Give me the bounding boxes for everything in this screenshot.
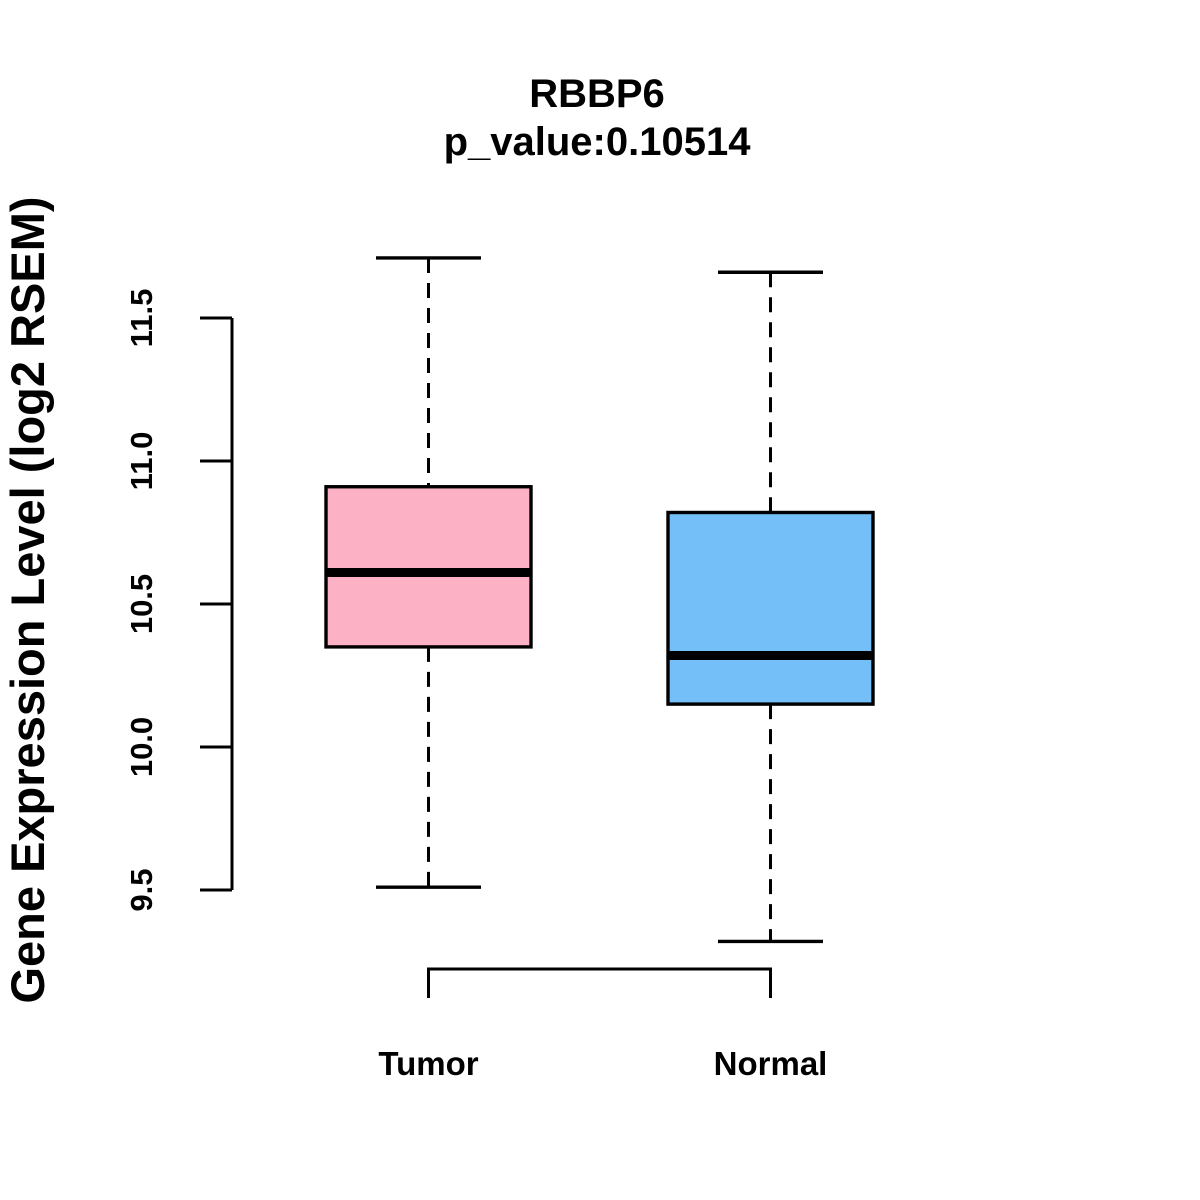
iqr-box — [666, 510, 875, 706]
x-category-label-tumor: Tumor — [378, 1045, 478, 1082]
chart-subtitle: p_value:0.10514 — [444, 120, 752, 164]
iqr-box — [324, 485, 533, 649]
y-tick-label: 10.0 — [124, 717, 159, 777]
y-axis: 9.5 10.0 10.5 11.0 11.5 — [124, 289, 234, 912]
boxplot-normal — [666, 270, 875, 944]
boxplot-tumor — [324, 256, 533, 889]
x-category-label-normal: Normal — [714, 1045, 828, 1082]
y-axis-label: Gene Expression Level (log2 RSEM) — [1, 196, 54, 1003]
y-tick-label: 10.5 — [124, 574, 159, 634]
x-axis: Tumor Normal — [378, 967, 828, 1082]
y-tick-label: 11.5 — [124, 289, 159, 348]
x-axis-bracket — [427, 967, 772, 998]
y-tick-label: 9.5 — [124, 868, 159, 911]
chart-title: RBBP6 — [529, 72, 665, 116]
y-tick-label: 11.0 — [124, 432, 159, 491]
box-group — [324, 256, 875, 944]
